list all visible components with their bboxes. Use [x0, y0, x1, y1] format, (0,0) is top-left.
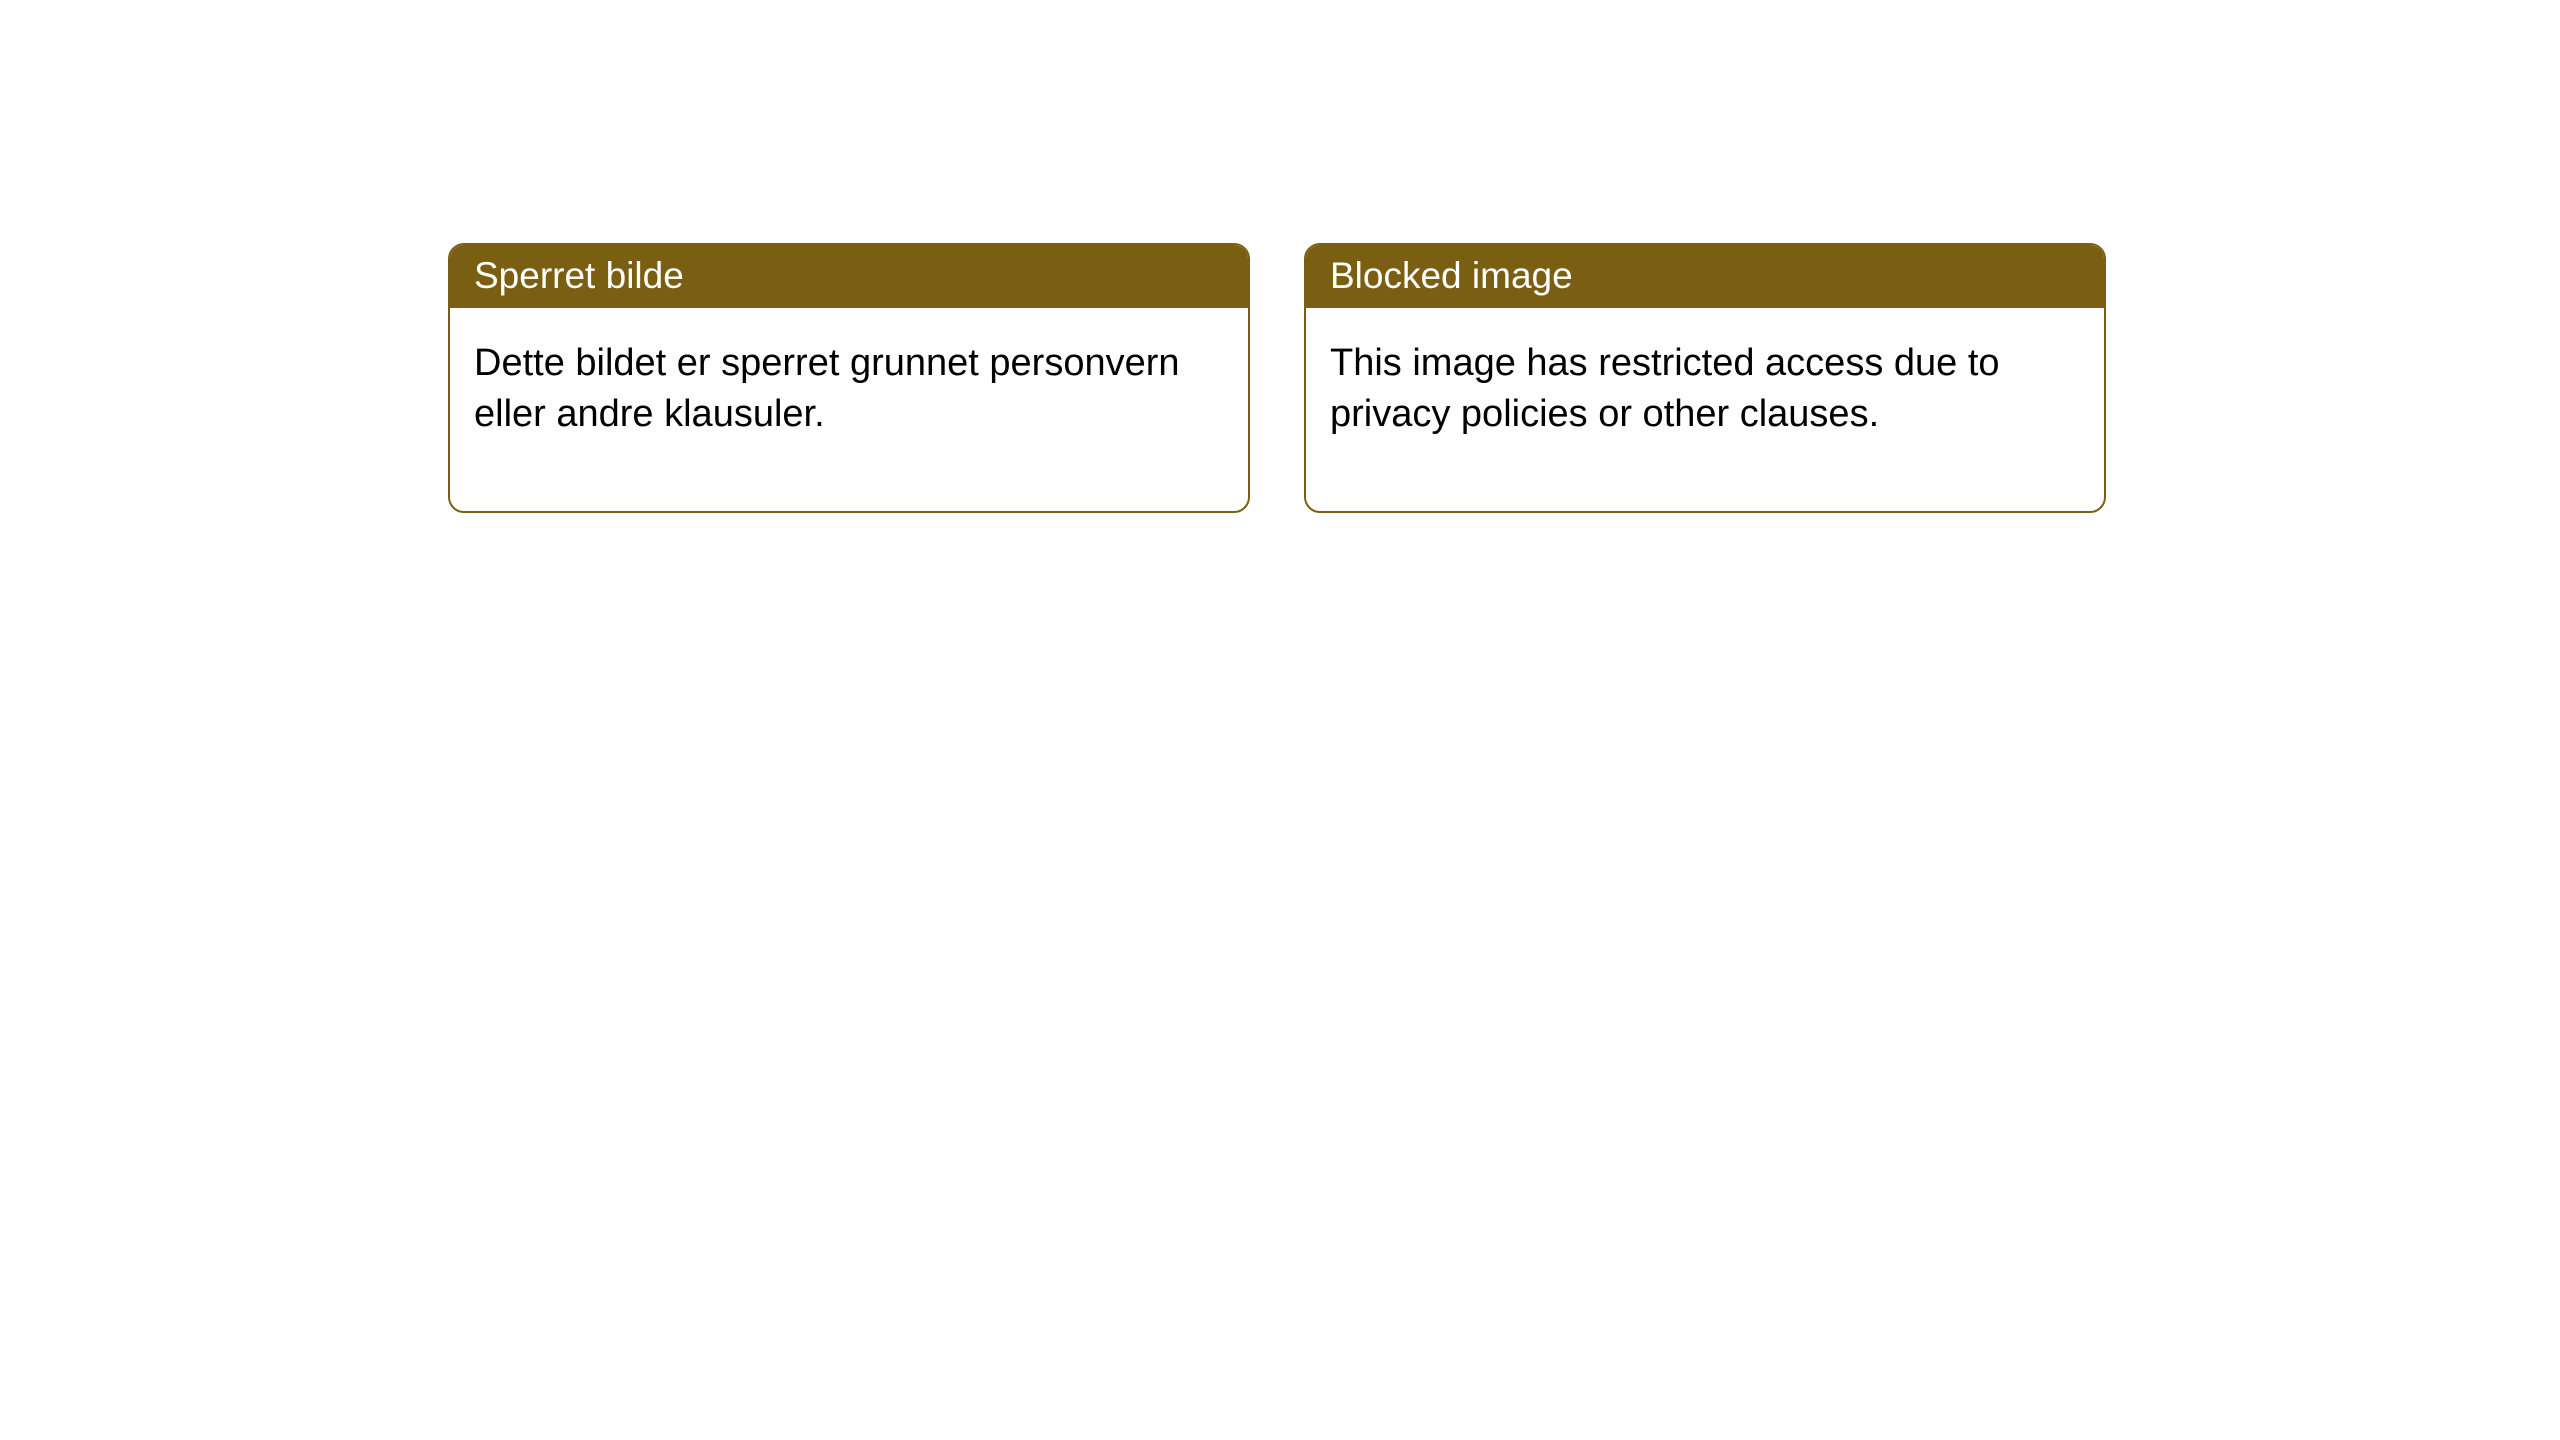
card-title: Sperret bilde [474, 255, 684, 296]
card-message: Dette bildet er sperret grunnet personve… [474, 342, 1180, 435]
card-body: Dette bildet er sperret grunnet personve… [450, 308, 1248, 511]
blocked-image-card-en: Blocked image This image has restricted … [1304, 243, 2106, 513]
notice-container: Sperret bilde Dette bildet er sperret gr… [0, 0, 2560, 513]
card-body: This image has restricted access due to … [1306, 308, 2104, 511]
blocked-image-card-no: Sperret bilde Dette bildet er sperret gr… [448, 243, 1250, 513]
card-title: Blocked image [1330, 255, 1573, 296]
card-message: This image has restricted access due to … [1330, 342, 2000, 435]
card-header: Sperret bilde [450, 245, 1248, 308]
card-header: Blocked image [1306, 245, 2104, 308]
